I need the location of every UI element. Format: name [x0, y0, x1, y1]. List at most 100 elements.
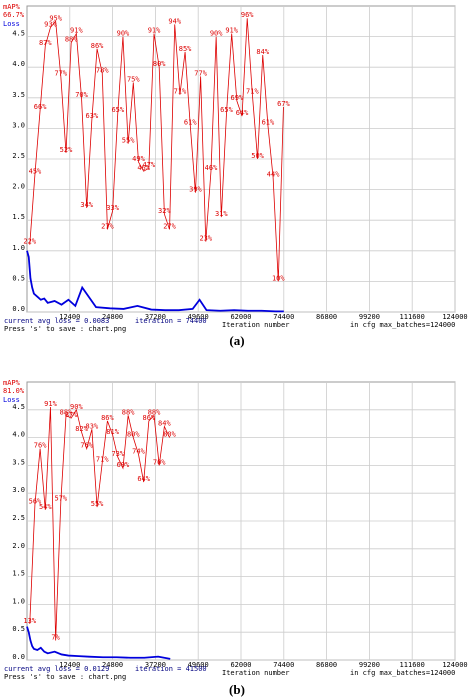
data-label: 23%	[199, 235, 212, 243]
data-label: 84%	[256, 48, 269, 56]
data-label: 74%	[132, 447, 145, 455]
x-tick-label: 111600	[400, 661, 425, 669]
data-label: 45%	[29, 167, 42, 175]
x-tick-label: 74400	[273, 313, 294, 321]
data-label: 90%	[210, 30, 223, 38]
x-tick-label: 62000	[230, 313, 251, 321]
data-label: 71%	[96, 456, 109, 464]
data-label: 52%	[60, 146, 73, 154]
x-tick-label: 37200	[145, 313, 166, 321]
data-label: 86%	[101, 414, 114, 422]
y2-axis-label: mAP%	[3, 3, 21, 11]
y-tick-label: 4.0	[12, 431, 25, 439]
data-label: 80%	[153, 60, 166, 68]
y-tick-label: 0.0	[12, 305, 25, 313]
data-label: 84%	[158, 419, 171, 427]
data-label: 32%	[158, 207, 171, 215]
data-label: 64%	[137, 475, 150, 483]
map-line	[29, 18, 284, 282]
y-tick-label: 1.5	[12, 570, 25, 578]
data-label: 33%	[106, 204, 119, 212]
x-tick-label: 12400	[59, 661, 80, 669]
x-tick-label: 86800	[316, 661, 337, 669]
data-label: 10%	[272, 274, 285, 282]
data-label: 27%	[163, 222, 176, 230]
y-tick-label: 0.0	[12, 653, 25, 661]
data-label: 61%	[262, 118, 275, 126]
data-label: 66%	[34, 103, 47, 111]
data-label: 80%	[127, 431, 140, 439]
data-label: 55%	[91, 500, 104, 508]
footer-save: Press 's' to save : chart.png	[4, 673, 126, 681]
data-label: 49%	[132, 155, 145, 163]
y-tick-label: 2.0	[12, 183, 25, 191]
y-tick-label: 1.0	[12, 597, 25, 605]
data-label: 22%	[23, 238, 36, 246]
y-tick-label: 3.5	[12, 458, 25, 466]
data-label: 82%	[75, 425, 88, 433]
data-label: 64%	[236, 109, 249, 117]
data-label: 65%	[111, 106, 124, 114]
x-tick-label: 99200	[359, 313, 380, 321]
best-map: 81.0%	[3, 387, 25, 395]
data-label: 87%	[39, 39, 52, 47]
data-label: 70%	[153, 458, 166, 466]
data-label: 93%	[44, 20, 57, 28]
data-label: 61%	[184, 118, 197, 126]
x-axis-label: Iteration number	[222, 669, 289, 677]
y-tick-label: 0.5	[12, 274, 25, 282]
y2-axis-label: mAP%	[3, 379, 21, 387]
y-tick-label: 2.0	[12, 542, 25, 550]
data-label: 87%	[65, 411, 78, 419]
data-label: 46%	[137, 164, 150, 172]
x-axis-label: Iteration number	[222, 321, 289, 329]
data-label: 94%	[168, 17, 181, 25]
data-label: 76%	[34, 442, 47, 450]
x-tick-label: 24800	[102, 661, 123, 669]
y-axis-label: Loss	[3, 20, 20, 28]
footer-cfg: in cfg max_batches=124000	[350, 669, 455, 677]
data-label: 77%	[194, 69, 207, 77]
data-label: 91%	[148, 27, 161, 35]
data-label: 67%	[277, 100, 290, 108]
data-label: 91%	[225, 27, 238, 35]
y-tick-label: 4.0	[12, 60, 25, 68]
data-label: 88%	[148, 408, 161, 416]
y-tick-label: 1.5	[12, 213, 25, 221]
data-label: 54%	[39, 503, 52, 511]
y-tick-label: 2.5	[12, 514, 25, 522]
data-label: 50%	[251, 152, 264, 160]
y-tick-label: 1.0	[12, 244, 25, 252]
loss-line	[26, 626, 171, 660]
data-label: 7%	[51, 634, 60, 642]
x-tick-label: 86800	[316, 313, 337, 321]
data-label: 55%	[122, 137, 135, 145]
data-label: 69%	[231, 94, 244, 102]
data-label: 76%	[80, 442, 93, 450]
data-label: 47%	[143, 161, 156, 169]
footer-loss: current avg loss = 0.0083	[4, 317, 109, 325]
map-line	[29, 406, 170, 641]
footer-loss: current avg loss = 0.0129	[4, 665, 109, 673]
data-label: 65%	[220, 106, 233, 114]
y-tick-label: 4.5	[12, 403, 25, 411]
y-tick-label: 3.0	[12, 486, 25, 494]
data-label: 69%	[117, 461, 130, 469]
y-axis-label: Loss	[3, 396, 20, 404]
data-label: 44%	[267, 170, 280, 178]
y-tick-label: 3.0	[12, 121, 25, 129]
data-label: 83%	[86, 422, 99, 430]
data-label: 85%	[179, 45, 192, 53]
data-label: 88%	[122, 408, 135, 416]
data-label: 63%	[86, 112, 99, 120]
data-label: 46%	[205, 164, 218, 172]
data-label: 96%	[241, 11, 254, 19]
x-tick-label: 99200	[359, 661, 380, 669]
data-label: 86%	[143, 414, 156, 422]
data-label: 88%	[60, 408, 73, 416]
data-label: 56%	[29, 497, 42, 505]
data-label: 90%	[70, 403, 83, 411]
y-tick-label: 3.5	[12, 91, 25, 99]
data-label: 90%	[117, 30, 130, 38]
x-tick-label: 62000	[230, 661, 251, 669]
